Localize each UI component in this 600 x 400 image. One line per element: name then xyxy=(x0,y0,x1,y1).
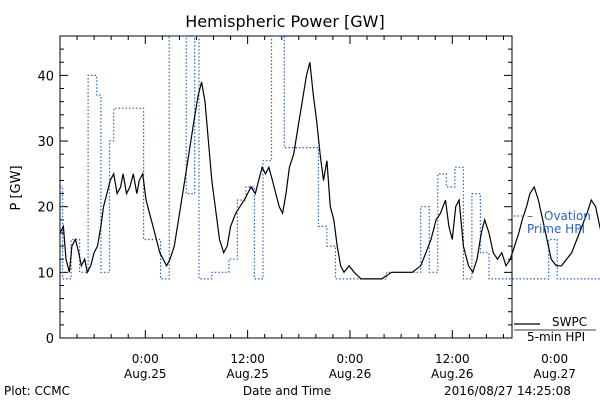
x-tick-time-label: 12:00 xyxy=(435,352,470,366)
y-tick-label: 30 xyxy=(37,135,54,150)
x-tick-time-label: 12:00 xyxy=(230,352,265,366)
series-ovation-prime-hpi xyxy=(60,35,600,280)
legend-swpc: SWPC 5-min HPI xyxy=(514,315,596,344)
x-tick-time-label: 0:00 xyxy=(541,352,568,366)
footer-timestamp: 2016/08/27 14:25:08 xyxy=(444,384,571,398)
legend-swpc-line2: 5-min HPI xyxy=(527,330,585,344)
y-tick-label: 0 xyxy=(46,332,54,347)
x-tick-date-label: Aug.25 xyxy=(226,367,269,381)
legend-ovation-dash: – xyxy=(527,209,533,223)
plot-area xyxy=(59,35,513,339)
legend-ovation-line2: Prime HPI xyxy=(527,222,585,236)
x-axis: 0:00Aug.2512:00Aug.250:00Aug.2612:00Aug.… xyxy=(76,36,576,381)
x-tick-time-label: 0:00 xyxy=(132,352,159,366)
x-axis-label: Date and Time xyxy=(243,384,331,398)
y-tick-label: 40 xyxy=(37,69,54,84)
legend-swpc-line1: SWPC xyxy=(552,315,587,329)
y-axis-label: P [GW] xyxy=(9,165,24,210)
y-tick-label: 10 xyxy=(37,266,54,281)
chart-title: Hemispheric Power [GW] xyxy=(185,12,384,31)
legend-ovation: – Ovation Prime HPI xyxy=(514,209,591,236)
x-tick-date-label: Aug.26 xyxy=(329,367,372,381)
x-tick-date-label: Aug.26 xyxy=(431,367,474,381)
series-swpc-5min-hpi xyxy=(59,62,600,280)
x-tick-time-label: 0:00 xyxy=(336,352,363,366)
y-tick-label: 20 xyxy=(37,201,54,216)
x-tick-date-label: Aug.27 xyxy=(533,367,576,381)
footer-credit: Plot: CCMC xyxy=(4,384,70,398)
x-tick-date-label: Aug.25 xyxy=(124,367,167,381)
legend-ovation-line1: Ovation xyxy=(544,209,591,223)
